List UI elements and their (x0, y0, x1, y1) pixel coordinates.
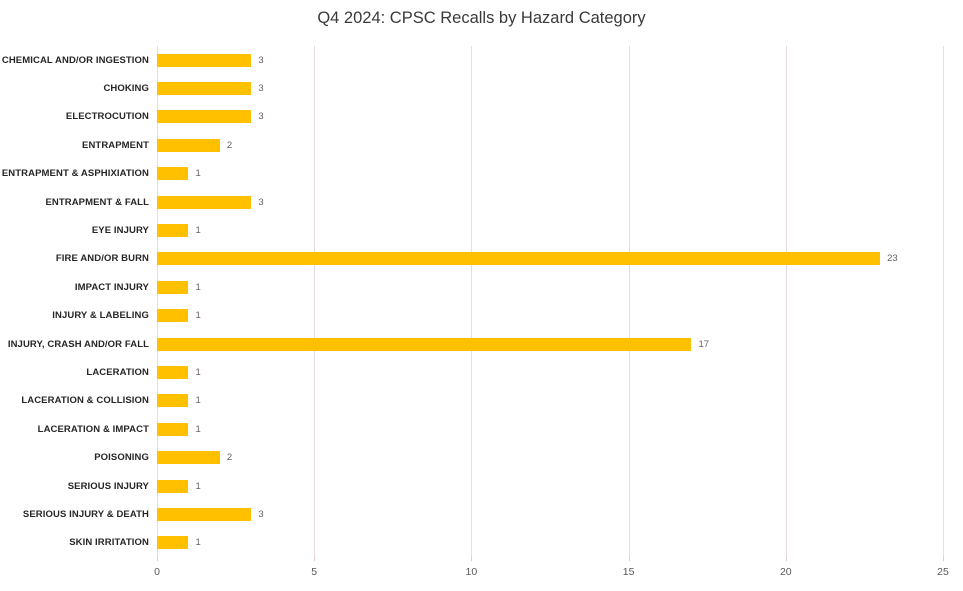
category-label: SERIOUS INJURY & DEATH (22, 508, 149, 520)
value-label: 17 (698, 338, 710, 350)
x-axis-tick-mark (471, 557, 473, 561)
chart-row: CHOKING 3 (0, 74, 264, 102)
chart-title: Q4 2024: CPSC Recalls by Hazard Category (317, 9, 646, 27)
bar (157, 337, 692, 351)
category-label: EYE INJURY (91, 225, 149, 237)
bar (157, 252, 881, 266)
category-label: SKIN IRRITATION (69, 537, 149, 549)
category-label: LACERATION (86, 366, 149, 378)
category-label: CHEMICAL AND/OR INGESTION (1, 54, 149, 66)
category-label: ENTRAPMENT & FALL (45, 196, 149, 208)
bar (157, 82, 252, 96)
chart-row: INJURY, CRASH AND/OR FALL 17 (0, 330, 709, 358)
bar (157, 280, 189, 294)
value-label: 1 (195, 395, 201, 407)
category-label: INJURY & LABELING (52, 310, 149, 322)
category-label: ENTRAPMENT & ASPHIXIATION (1, 168, 149, 180)
value-label: 3 (258, 111, 264, 123)
x-axis-tick-mark (943, 557, 944, 561)
value-label: 1 (195, 366, 201, 378)
x-axis-tick-mark (314, 557, 316, 561)
gridline (471, 46, 473, 557)
category-label: IMPACT INJURY (74, 281, 149, 293)
bar (157, 167, 189, 181)
chart-row: EYE INJURY 1 (0, 216, 201, 244)
value-label: 1 (195, 310, 201, 322)
bar (157, 365, 189, 379)
value-label: 1 (195, 480, 201, 492)
x-axis-tick-mark (157, 557, 158, 561)
value-label: 1 (195, 423, 201, 435)
bar (157, 138, 220, 152)
bar (157, 394, 189, 408)
bar (157, 422, 189, 436)
gridline (943, 46, 944, 557)
chart-row: CHEMICAL AND/OR INGESTION 3 (0, 46, 264, 74)
value-label: 3 (258, 196, 264, 208)
bar (157, 53, 252, 67)
x-axis-tick-mark (628, 557, 630, 561)
value-label: 3 (258, 83, 264, 95)
chart-row: SKIN IRRITATION 1 (0, 529, 201, 557)
chart-row: ELECTROCUTION 3 (0, 103, 264, 131)
value-label: 1 (195, 225, 201, 237)
gridline (628, 46, 630, 557)
value-label: 2 (226, 452, 233, 464)
bar (157, 536, 189, 550)
x-axis-tick-label: 15 (622, 566, 635, 578)
x-axis-tick-label: 10 (465, 566, 478, 578)
x-axis-tick-label: 25 (937, 566, 949, 578)
value-label: 1 (195, 168, 201, 180)
category-label: INJURY, CRASH AND/OR FALL (7, 338, 149, 350)
chart-row: INJURY & LABELING 1 (0, 302, 201, 330)
chart-row: ENTRAPMENT 2 (0, 131, 232, 159)
x-axis-tick-label: 5 (311, 566, 318, 578)
category-label: ELECTROCUTION (65, 111, 149, 123)
category-label: LACERATION & IMPACT (37, 423, 149, 435)
chart-row: IMPACT INJURY 1 (0, 273, 201, 301)
x-axis-tick-label: 20 (779, 566, 792, 578)
x-axis-tick-label: 0 (154, 566, 160, 578)
category-label: POISONING (94, 452, 149, 464)
chart-row: SERIOUS INJURY & DEATH 3 (0, 500, 264, 528)
y-axis-line (157, 46, 158, 557)
value-label: 23 (887, 253, 898, 265)
chart-row: SERIOUS INJURY 1 (0, 472, 201, 500)
chart-row: ENTRAPMENT & FALL 3 (0, 188, 264, 216)
chart-row: LACERATION & IMPACT 1 (0, 415, 201, 443)
chart-row: FIRE AND/OR BURN 23 (0, 245, 898, 273)
chart-row: LACERATION & COLLISION 1 (0, 387, 201, 415)
category-label: SERIOUS INJURY (67, 480, 149, 492)
bar (157, 110, 252, 124)
bar (157, 479, 189, 493)
value-label: 1 (195, 281, 201, 293)
x-axis-tick-mark (785, 557, 787, 561)
category-label: FIRE AND/OR BURN (55, 253, 149, 265)
gridline (785, 46, 787, 557)
value-label: 2 (226, 139, 233, 151)
value-label: 3 (258, 508, 264, 520)
category-label: CHOKING (103, 83, 149, 95)
category-label: LACERATION & COLLISION (21, 395, 149, 407)
value-label: 3 (258, 54, 264, 66)
bar (157, 224, 189, 238)
chart-row: ENTRAPMENT & ASPHIXIATION 1 (0, 160, 201, 188)
bar (157, 451, 220, 465)
bar (157, 309, 189, 323)
value-label: 1 (195, 537, 201, 549)
chart-row: POISONING 2 (0, 443, 232, 471)
bar (157, 507, 252, 521)
chart-row: LACERATION 1 (0, 358, 201, 386)
bar (157, 195, 252, 209)
gridline (314, 46, 316, 557)
category-label: ENTRAPMENT (82, 139, 149, 151)
